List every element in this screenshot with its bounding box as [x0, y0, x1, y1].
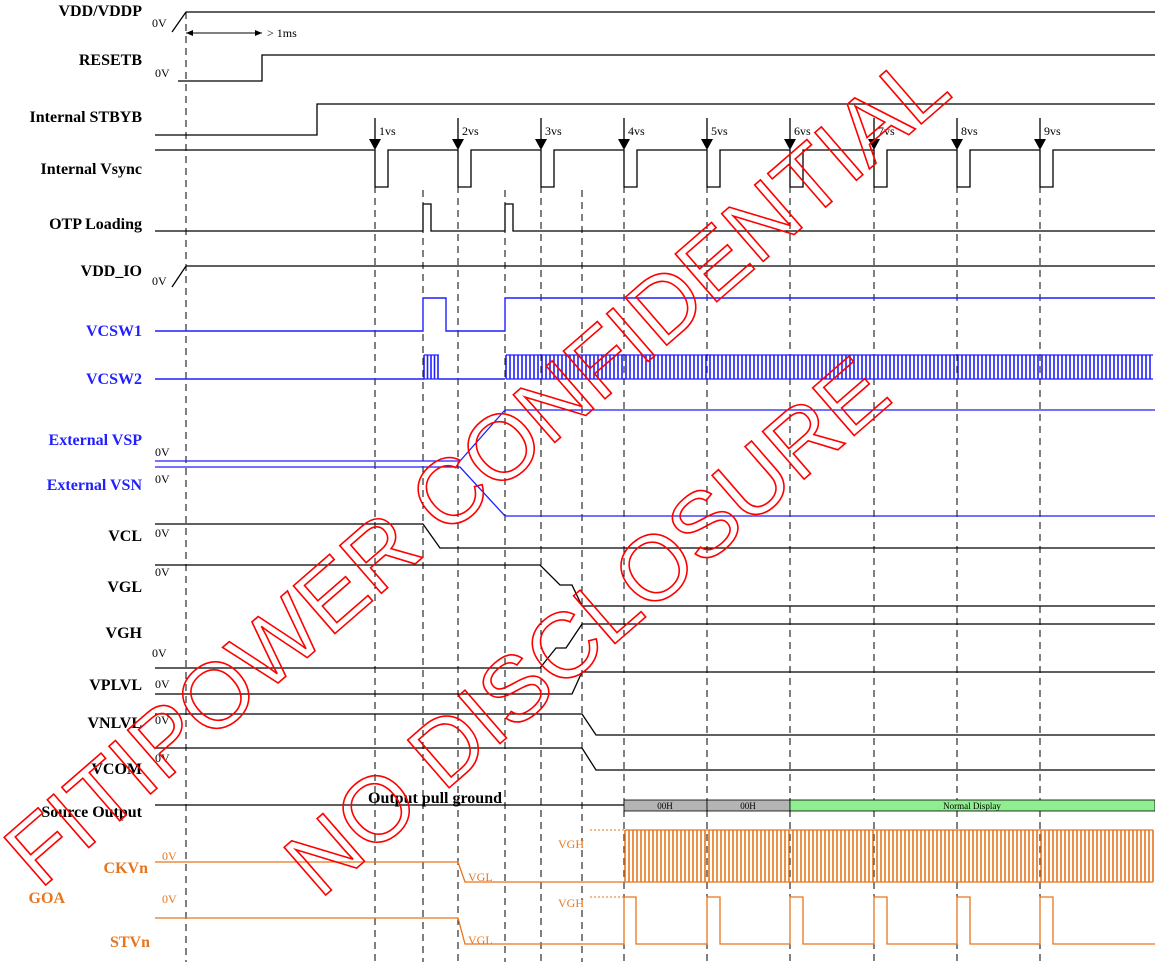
vsync-marker-label-2: 2vs	[462, 124, 479, 138]
stvn-vgh-label: VGH	[558, 896, 584, 910]
segment-00h-2-label: 00H	[740, 801, 756, 811]
waveform-internal-vsync	[155, 149, 1155, 188]
waveform-vgl	[155, 564, 1155, 607]
ckvn-vgh-label: VGH	[558, 837, 584, 851]
vsync-marker-label-1: 1vs	[379, 124, 396, 138]
waveform-vdd-vddp	[171, 11, 1155, 33]
zero-v-vdd-io: 0V	[152, 274, 167, 288]
vsync-marker-label-4: 4vs	[628, 124, 645, 138]
label-vnlvl: VNLVL	[87, 715, 142, 732]
zero-v-stvn: 0V	[162, 892, 177, 906]
stvn-vgl-label: VGL	[468, 933, 493, 947]
waveform-resetb	[178, 54, 1155, 82]
waveform-internal-stbyb	[155, 103, 1155, 136]
waveform-external-vsn	[155, 466, 1155, 517]
output-pull-ground-label: Output pull ground	[368, 790, 502, 807]
vsync-arrow-head-2	[452, 139, 464, 150]
label-vplvl: VPLVL	[89, 677, 142, 694]
label-internal-vsync: Internal Vsync	[41, 161, 143, 178]
label-vcom: VCOM	[91, 761, 142, 778]
label-ckvn: CKVn	[104, 860, 149, 877]
zero-v-resetb: 0V	[155, 66, 170, 80]
ckvn-vgl-label: VGL	[468, 870, 493, 884]
arrowhead-left	[186, 30, 193, 36]
waveform-vcom	[155, 747, 1155, 771]
waveform-vnlvl	[155, 713, 1155, 736]
zero-v-vgl: 0V	[155, 565, 170, 579]
normal-display-label: Normal Display	[943, 801, 1001, 811]
vsync-arrow-head-4	[618, 139, 630, 150]
label-vgl: VGL	[107, 579, 142, 596]
zero-v-vsn: 0V	[155, 472, 170, 486]
segment-normal-display	[789, 799, 1155, 812]
arrowhead-right	[255, 30, 262, 36]
segment-00h-1-label: 00H	[657, 801, 673, 811]
vsync-arrow-head-8	[951, 139, 963, 150]
zero-v-ckvn: 0V	[162, 849, 177, 863]
vsync-arrow-head-7	[868, 139, 880, 150]
zero-v-vcom: 0V	[155, 751, 170, 765]
waveform-vcl	[155, 523, 1155, 549]
label-vcl: VCL	[108, 528, 142, 545]
vcsw2-burst-otp	[423, 354, 439, 380]
vsync-marker-label-5: 5vs	[711, 124, 728, 138]
label-source-output: Source Output	[41, 804, 142, 821]
zero-v-vgh: 0V	[152, 646, 167, 660]
vsync-arrow-head-3	[535, 139, 547, 150]
waveform-vplvl	[155, 671, 1155, 695]
waveform-vdd-io	[171, 265, 1155, 288]
label-vcsw2: VCSW2	[86, 371, 142, 388]
label-vdd-io: VDD_IO	[81, 263, 142, 280]
label-external-vsp: External VSP	[49, 432, 143, 449]
label-goa: GOA	[29, 890, 66, 907]
zero-v-vcl: 0V	[155, 526, 170, 540]
vsync-markers: 1vs 2vs 3vs 4vs 5vs 6vs 7vs 8vs 9vs	[369, 118, 1061, 150]
vsync-arrow-head-5	[701, 139, 713, 150]
vsync-marker-label-7: 7vs	[878, 124, 895, 138]
label-resetb: RESETB	[79, 52, 142, 69]
waveform-ckvn	[155, 861, 624, 883]
vsync-arrow-head-9	[1034, 139, 1046, 150]
label-vgh: VGH	[106, 625, 143, 642]
vsync-marker-label-9: 9vs	[1044, 124, 1061, 138]
vsync-marker-label-3: 3vs	[545, 124, 562, 138]
vsync-marker-label-8: 8vs	[961, 124, 978, 138]
vsync-guide-lines	[185, 12, 1041, 962]
label-vcsw1: VCSW1	[86, 323, 142, 340]
zero-v-vnlvl: 0V	[155, 713, 170, 727]
label-internal-stbyb: Internal STBYB	[30, 109, 143, 126]
waveform-stvn	[155, 896, 1155, 945]
label-vdd-vddp: VDD/VDDP	[58, 3, 142, 20]
ckvn-clock-burst	[624, 829, 1154, 883]
label-stvn: STVn	[110, 934, 150, 951]
waveform-vgh	[155, 623, 1155, 669]
zero-v-vdd: 0V	[152, 16, 167, 30]
vsync-arrow-head-6	[784, 139, 796, 150]
waveform-external-vsp	[155, 409, 1155, 462]
waveform-otp-loading	[155, 203, 1155, 232]
reset-delay-label: > 1ms	[267, 26, 297, 40]
vsync-arrow-head-1	[369, 139, 381, 150]
vcsw2-burst-continuous	[505, 354, 1153, 380]
vsync-marker-label-6: 6vs	[794, 124, 811, 138]
label-otp-loading: OTP Loading	[49, 216, 142, 233]
zero-v-vsp: 0V	[155, 445, 170, 459]
label-external-vsn: External VSN	[47, 477, 143, 494]
zero-v-vplvl: 0V	[155, 677, 170, 691]
waveform-vcsw1	[155, 297, 1155, 332]
